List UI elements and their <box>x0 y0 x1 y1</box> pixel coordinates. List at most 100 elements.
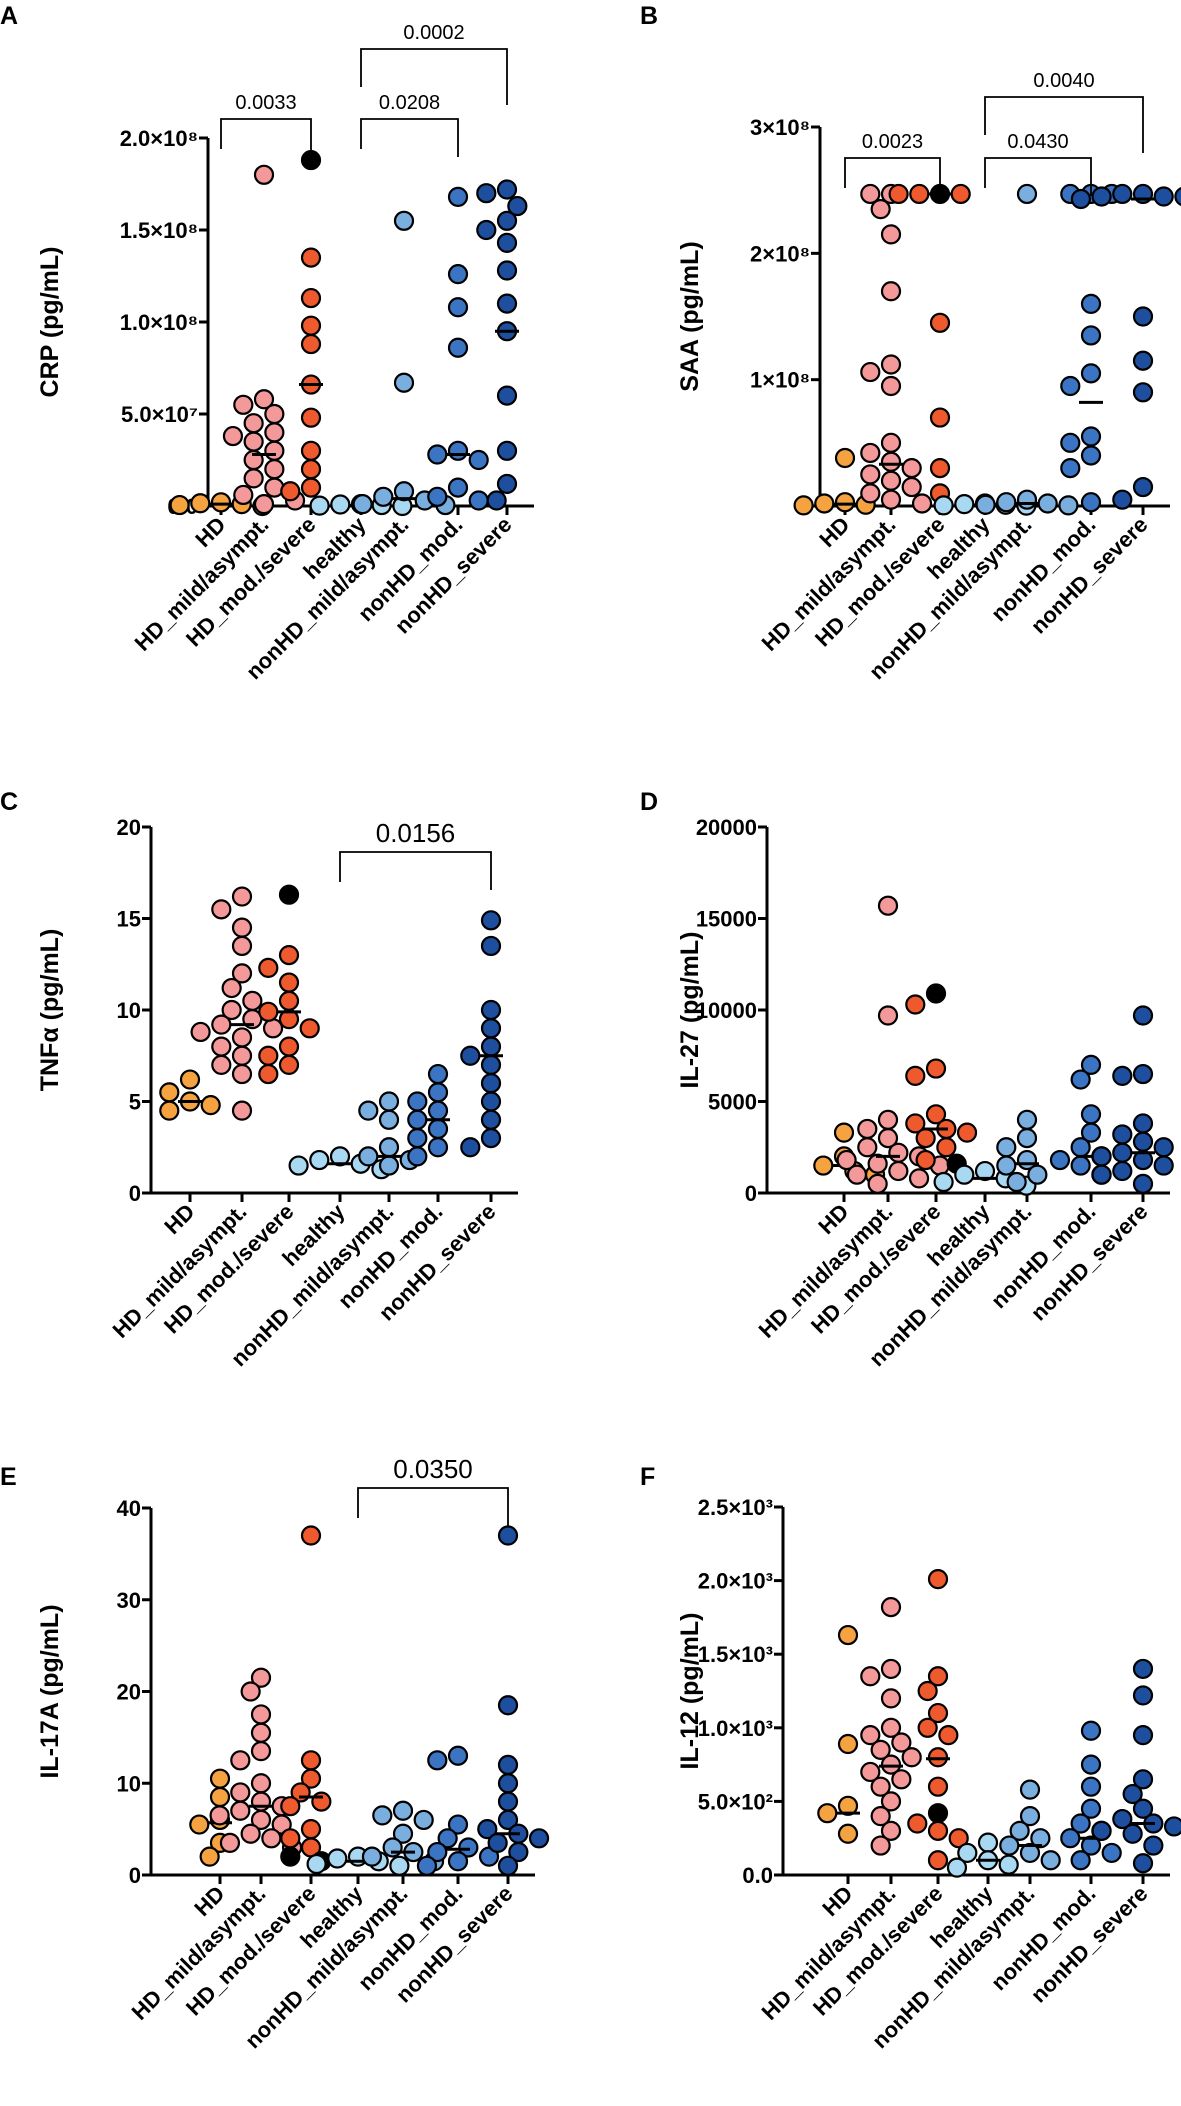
data-point <box>480 1127 502 1149</box>
data-point <box>190 493 211 514</box>
y-axis-label: TNFα (pg/mL) <box>36 929 64 1092</box>
data-point <box>1132 382 1154 403</box>
data-point <box>880 489 902 510</box>
data-point <box>222 425 244 447</box>
y-tick-label: 1.0×10⁸ <box>120 310 198 335</box>
data-point <box>1112 1808 1133 1830</box>
y-axis-label: SAA (pg/mL) <box>676 241 704 391</box>
data-point <box>880 432 902 453</box>
data-point <box>327 1848 348 1869</box>
data-point <box>1080 1054 1102 1076</box>
data-point <box>1080 1720 1102 1741</box>
data-point <box>948 1828 969 1849</box>
data-point <box>1122 1783 1143 1805</box>
data-point <box>880 1717 902 1738</box>
data-point <box>221 977 242 999</box>
data-point <box>300 315 322 336</box>
data-point <box>860 183 881 205</box>
significance-bracket <box>360 118 459 157</box>
data-point <box>927 1702 949 1724</box>
data-point <box>300 287 322 309</box>
y-axis-label: CRP (pg/mL) <box>36 247 64 398</box>
data-point <box>278 1036 300 1057</box>
data-point <box>378 1137 400 1158</box>
data-point <box>1132 306 1154 327</box>
data-point <box>1070 1813 1091 1834</box>
data-point <box>378 1155 400 1176</box>
data-point <box>231 1027 253 1048</box>
significance-bracket <box>360 48 508 105</box>
data-point <box>240 1823 261 1844</box>
data-point <box>880 1791 902 1812</box>
data-point <box>870 1739 891 1760</box>
data-point <box>1080 492 1102 513</box>
data-point <box>306 1853 327 1875</box>
data-point <box>427 1063 449 1085</box>
data-point <box>480 1091 502 1112</box>
panel-f: F 0.0 5.0×10² 1.0×10³ 1.5×10³ 2.0×10³ 2.5×10³ I… <box>640 1463 1181 2053</box>
data-point <box>1080 1776 1102 1797</box>
data-point <box>905 1113 926 1134</box>
panel-letter: D <box>640 788 658 816</box>
data-point <box>480 935 502 957</box>
data-point <box>280 1846 301 1867</box>
data-point <box>1016 1127 1038 1149</box>
y-tick-label: 5 <box>129 1090 141 1115</box>
significance-bracket <box>357 1487 509 1526</box>
data-point <box>211 899 232 920</box>
data-point <box>1080 325 1102 346</box>
data-point <box>814 493 835 514</box>
panel-letter: F <box>640 1463 655 1491</box>
data-point <box>233 484 254 506</box>
data-point <box>1080 1122 1102 1143</box>
data-point <box>372 1805 393 1826</box>
data-point <box>487 1832 508 1853</box>
data-point <box>413 1809 434 1831</box>
significance-bracket <box>339 851 492 890</box>
data-point <box>280 1796 301 1817</box>
data-point <box>1091 1146 1112 1167</box>
data-point <box>1122 1823 1143 1844</box>
data-point <box>1019 1842 1041 1864</box>
p-value-label: 0.0350 <box>393 1454 473 1484</box>
data-point <box>905 994 926 1015</box>
data-point <box>974 1160 996 1182</box>
data-point <box>1080 363 1102 384</box>
data-point <box>407 1109 428 1130</box>
data-point <box>309 495 330 516</box>
data-point <box>917 1717 938 1738</box>
y-tick-label: 20 <box>117 815 141 840</box>
data-point <box>1143 1835 1164 1856</box>
data-point <box>300 459 322 480</box>
data-point <box>1112 1124 1133 1145</box>
data-point <box>300 1525 322 1546</box>
data-point <box>925 1104 947 1125</box>
x-tick-label: HD <box>159 1199 199 1239</box>
data-point <box>358 1100 379 1121</box>
data-point <box>378 1109 400 1130</box>
data-point <box>867 1173 888 1194</box>
data-point <box>860 1725 881 1746</box>
panel-letter: C <box>0 788 18 816</box>
data-point <box>837 1733 859 1755</box>
data-point <box>233 394 254 415</box>
data-point <box>460 1137 481 1158</box>
data-point <box>231 1063 253 1085</box>
data-point <box>1019 1779 1041 1800</box>
y-tick-label: 1.0×10³ <box>698 1716 773 1741</box>
data-point <box>159 1100 180 1121</box>
data-point <box>361 1846 383 1867</box>
data-point <box>891 1769 912 1790</box>
data-point <box>867 1153 888 1174</box>
data-point <box>460 1045 481 1066</box>
data-point <box>382 1837 403 1858</box>
data-point <box>1049 1149 1071 1171</box>
data-point <box>253 164 275 185</box>
y-tick-label: 0 <box>129 1181 141 1206</box>
data-point <box>508 1841 529 1863</box>
data-point <box>288 1155 309 1176</box>
data-point <box>250 1722 272 1743</box>
data-point <box>221 999 242 1021</box>
data-point <box>250 1704 272 1725</box>
data-point <box>392 1823 414 1844</box>
